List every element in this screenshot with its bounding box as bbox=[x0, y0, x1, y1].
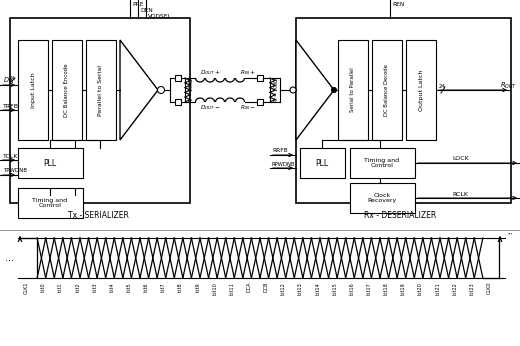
Text: $D_{IN}$: $D_{IN}$ bbox=[3, 76, 15, 86]
Bar bbox=[372, 40, 402, 140]
Text: bit5: bit5 bbox=[126, 282, 132, 292]
Bar bbox=[175, 99, 181, 105]
Text: Input Latch: Input Latch bbox=[31, 72, 35, 108]
Bar bbox=[18, 40, 48, 140]
Text: Timing and
Control: Timing and Control bbox=[365, 157, 399, 169]
Text: bit3: bit3 bbox=[92, 282, 97, 292]
Bar bbox=[350, 148, 415, 178]
Text: TRFB: TRFB bbox=[3, 103, 19, 109]
Text: PRE: PRE bbox=[132, 2, 144, 8]
Bar bbox=[18, 188, 83, 218]
Text: bit19: bit19 bbox=[401, 282, 406, 295]
Text: RCLK: RCLK bbox=[452, 191, 468, 197]
Text: DC Balance Decode: DC Balance Decode bbox=[384, 64, 389, 116]
Bar bbox=[296, 18, 511, 203]
Text: bit7: bit7 bbox=[161, 282, 166, 292]
Text: bit8: bit8 bbox=[178, 282, 183, 292]
Text: bit14: bit14 bbox=[315, 282, 320, 295]
Text: Tx - SERIALIZER: Tx - SERIALIZER bbox=[68, 210, 128, 219]
Text: bit20: bit20 bbox=[418, 282, 423, 295]
Bar bbox=[300, 148, 345, 178]
Text: bit15: bit15 bbox=[332, 282, 337, 295]
Bar bbox=[350, 183, 415, 213]
Bar bbox=[406, 40, 436, 140]
Text: RPWDNB: RPWDNB bbox=[272, 162, 295, 166]
Text: DCA: DCA bbox=[246, 282, 252, 292]
Text: DCB: DCB bbox=[264, 282, 268, 292]
Text: bit17: bit17 bbox=[367, 282, 371, 295]
Text: Parallel to Serial: Parallel to Serial bbox=[98, 64, 103, 116]
Text: RRFB: RRFB bbox=[272, 148, 288, 154]
Bar bbox=[257, 75, 263, 81]
Text: bit2: bit2 bbox=[75, 282, 80, 292]
Text: ...: ... bbox=[6, 253, 15, 263]
Text: PLL: PLL bbox=[316, 158, 329, 167]
Text: bit9: bit9 bbox=[195, 282, 200, 291]
Text: DEN: DEN bbox=[140, 9, 153, 13]
Text: LOCK: LOCK bbox=[452, 156, 469, 162]
Text: $R_{IN}-$: $R_{IN}-$ bbox=[240, 103, 256, 112]
Text: bit1: bit1 bbox=[58, 282, 63, 292]
Text: DC Balance Encode: DC Balance Encode bbox=[64, 63, 70, 117]
Text: TPWDNB: TPWDNB bbox=[3, 169, 27, 173]
Text: $R_T=100\Omega$: $R_T=100\Omega$ bbox=[272, 77, 281, 103]
Circle shape bbox=[290, 87, 296, 93]
Text: $D_{OUT}-$: $D_{OUT}-$ bbox=[200, 103, 220, 112]
Text: TCLK: TCLK bbox=[3, 154, 19, 158]
Text: bit21: bit21 bbox=[435, 282, 440, 295]
Text: Timing and
Control: Timing and Control bbox=[32, 198, 68, 208]
Polygon shape bbox=[120, 40, 158, 140]
Text: $R_{OUT}$: $R_{OUT}$ bbox=[500, 81, 517, 91]
Text: bit13: bit13 bbox=[298, 282, 303, 295]
Text: $R_T=100\Omega$: $R_T=100\Omega$ bbox=[188, 77, 197, 103]
Text: Output Latch: Output Latch bbox=[419, 69, 423, 111]
Bar bbox=[86, 40, 116, 140]
Text: 24: 24 bbox=[438, 83, 446, 89]
Text: 24: 24 bbox=[8, 75, 16, 81]
Text: CLK1: CLK1 bbox=[23, 282, 29, 294]
Text: ''': ''' bbox=[507, 233, 513, 237]
Text: bit4: bit4 bbox=[109, 282, 114, 292]
Bar bbox=[10, 18, 190, 203]
Bar bbox=[52, 40, 82, 140]
Text: Rx - DESERIALIZER: Rx - DESERIALIZER bbox=[364, 210, 436, 219]
Polygon shape bbox=[296, 40, 334, 140]
Bar bbox=[257, 99, 263, 105]
Circle shape bbox=[158, 86, 164, 93]
Text: $R_{IN}+$: $R_{IN}+$ bbox=[240, 69, 256, 78]
Text: bit16: bit16 bbox=[349, 282, 354, 295]
Text: $D_{OUT}+$: $D_{OUT}+$ bbox=[200, 69, 220, 78]
Text: Clock
Recovery: Clock Recovery bbox=[367, 193, 397, 203]
Text: bit10: bit10 bbox=[212, 282, 217, 295]
Text: CLK0: CLK0 bbox=[486, 282, 491, 294]
Text: bit0: bit0 bbox=[41, 282, 46, 292]
Text: PLL: PLL bbox=[44, 158, 57, 167]
Text: bit23: bit23 bbox=[469, 282, 474, 295]
Text: bit22: bit22 bbox=[452, 282, 457, 295]
Text: bit12: bit12 bbox=[281, 282, 285, 295]
Text: REN: REN bbox=[392, 2, 405, 8]
Text: Serial to Parallel: Serial to Parallel bbox=[350, 67, 356, 112]
Bar bbox=[18, 148, 83, 178]
Text: bit6: bit6 bbox=[144, 282, 149, 292]
Bar bbox=[338, 40, 368, 140]
Circle shape bbox=[332, 88, 336, 92]
Text: bit11: bit11 bbox=[229, 282, 235, 295]
Text: bit18: bit18 bbox=[384, 282, 388, 295]
Text: VODSEL: VODSEL bbox=[148, 15, 172, 19]
Bar bbox=[175, 75, 181, 81]
